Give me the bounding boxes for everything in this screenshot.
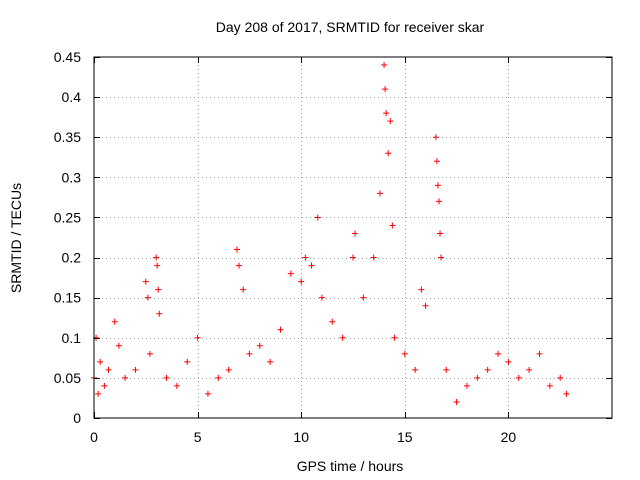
data-point: [163, 374, 170, 381]
data-point: [111, 318, 118, 325]
x-axis-label: GPS time / hours: [297, 458, 404, 474]
x-tick-label: 10: [293, 429, 309, 445]
data-point: [360, 294, 367, 301]
data-point: [437, 230, 444, 237]
data-point: [184, 358, 191, 365]
data-point: [401, 350, 408, 357]
data-point: [302, 254, 309, 261]
data-point: [391, 334, 398, 341]
data-point: [144, 294, 151, 301]
data-point: [105, 366, 112, 373]
data-point: [526, 366, 533, 373]
data-point: [382, 86, 389, 93]
data-point: [173, 382, 180, 389]
data-point: [267, 358, 274, 365]
data-point: [287, 270, 294, 277]
data-point: [495, 350, 502, 357]
y-axis-label: SRMTID / TECUs: [8, 183, 24, 293]
data-point: [154, 262, 161, 269]
data-point: [376, 190, 383, 197]
data-point: [443, 366, 450, 373]
data-point: [155, 286, 162, 293]
data-point: [418, 286, 425, 293]
x-tick-label: 15: [397, 429, 413, 445]
data-point: [115, 342, 122, 349]
axis-ticks: [94, 57, 612, 419]
data-point: [233, 246, 240, 253]
y-tick-label: 0.2: [62, 250, 82, 266]
data-point: [505, 358, 512, 365]
data-point: [453, 398, 460, 405]
data-point: [484, 366, 491, 373]
data-point: [557, 374, 564, 381]
data-point: [350, 254, 356, 261]
data-point: [132, 366, 139, 373]
data-point: [194, 334, 201, 341]
x-tick-label: 5: [194, 429, 202, 445]
y-tick-label: 0.1: [62, 330, 82, 346]
data-point: [422, 302, 429, 309]
data-point: [387, 118, 394, 125]
data-point: [370, 254, 377, 261]
data-point: [246, 350, 253, 357]
data-point: [435, 198, 442, 205]
data-point: [474, 374, 481, 381]
grid-lines: [94, 57, 612, 418]
data-point: [101, 382, 108, 389]
tick-labels: 0 5 10 15 20 0 0.05 0.1 0.15 0.2 0.25 0.3 0.35 0.4 0.4…: [54, 49, 517, 445]
data-point: [236, 262, 243, 269]
y-tick-label: 0: [73, 410, 81, 426]
data-point: [215, 374, 222, 381]
data-point: [277, 326, 284, 333]
data-point: [339, 334, 346, 341]
data-point: [352, 230, 359, 237]
y-tick-label: 0.3: [62, 169, 82, 185]
data-point: [383, 110, 390, 117]
data-point: [146, 350, 153, 357]
chart-title: Day 208 of 2017, SRMTID for receiver ska…: [216, 19, 485, 35]
data-point: [122, 374, 129, 381]
x-tick-label: 0: [90, 429, 98, 445]
y-tick-label: 0.45: [54, 49, 81, 65]
data-point: [438, 254, 445, 261]
data-point: [432, 134, 439, 141]
data-point: [536, 350, 543, 357]
data-point: [225, 366, 232, 373]
x-tick-label: 20: [501, 429, 517, 445]
data-point: [318, 294, 325, 301]
y-tick-label: 0.4: [62, 89, 82, 105]
data-point: [434, 182, 441, 189]
data-point: [412, 366, 419, 373]
data-point: [142, 278, 149, 285]
data-point: [329, 318, 336, 325]
data-point: [385, 150, 392, 157]
data-point: [463, 382, 470, 389]
data-point: [381, 62, 388, 69]
data-point: [95, 390, 102, 397]
data-point: [256, 342, 263, 349]
data-point: [308, 262, 315, 269]
data-point: [515, 374, 522, 381]
data-point: [546, 382, 553, 389]
plot-frame: [93, 56, 613, 419]
data-point: [563, 390, 570, 397]
data-point: [314, 214, 321, 221]
data-point: [156, 310, 163, 317]
data-point: [389, 222, 396, 229]
data-point: [298, 278, 305, 285]
data-point: [204, 390, 211, 397]
y-tick-label: 0.25: [54, 209, 81, 225]
data-points: [91, 62, 570, 405]
data-point: [97, 358, 104, 365]
y-tick-label: 0.35: [54, 129, 81, 145]
y-tick-label: 0.15: [54, 290, 81, 306]
data-point: [153, 254, 160, 261]
y-tick-label: 0.05: [54, 370, 81, 386]
data-point: [433, 158, 440, 165]
data-point: [240, 286, 247, 293]
